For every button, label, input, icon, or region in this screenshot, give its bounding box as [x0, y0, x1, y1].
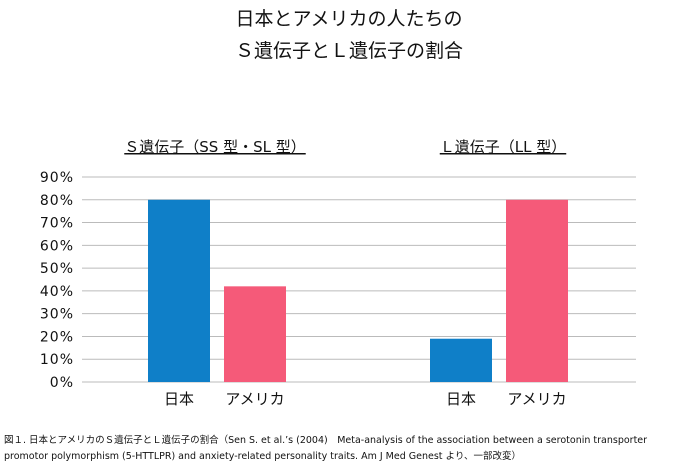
y-tick-label: 50%: [40, 261, 74, 277]
chart-title-line1: 日本とアメリカの人たちの: [235, 8, 463, 30]
y-tick-label: 70%: [40, 216, 74, 232]
y-tick-label: 0%: [50, 375, 74, 391]
y-tick-label: 90%: [40, 170, 74, 186]
x-category-label: アメリカ: [225, 390, 284, 408]
x-category-label: 日本: [164, 390, 194, 408]
figure-caption-line2: promotor polymorphism (5-HTTLPR) and anx…: [4, 451, 521, 462]
group-label: Ｌ遺伝子（LL 型）: [440, 138, 566, 156]
y-tick-label: 10%: [40, 352, 74, 368]
y-tick-label: 40%: [40, 284, 74, 300]
bar: [224, 286, 286, 382]
y-tick-label: 80%: [40, 193, 74, 209]
figure-caption-line1: 図１. 日本とアメリカのＳ遺伝子とＬ遺伝子の割合（Sen S. et al.’s…: [4, 435, 648, 446]
y-tick-label: 20%: [40, 329, 74, 345]
y-tick-label: 30%: [40, 307, 74, 323]
group-label: Ｓ遺伝子（SS 型・SL 型）: [124, 138, 305, 156]
bar: [148, 199, 210, 382]
x-category-label: アメリカ: [507, 390, 566, 408]
bar: [506, 199, 568, 382]
bar: [430, 338, 492, 382]
chart-title-line2: Ｓ遺伝子とＬ遺伝子の割合: [234, 40, 463, 62]
y-tick-label: 60%: [40, 238, 74, 254]
bar-chart: 0% 10% 20% 30% 40% 50% 60% 70% 80% 90% Ｓ遺伝子（SS 型・S…: [40, 138, 636, 408]
x-category-label: 日本: [446, 390, 476, 408]
